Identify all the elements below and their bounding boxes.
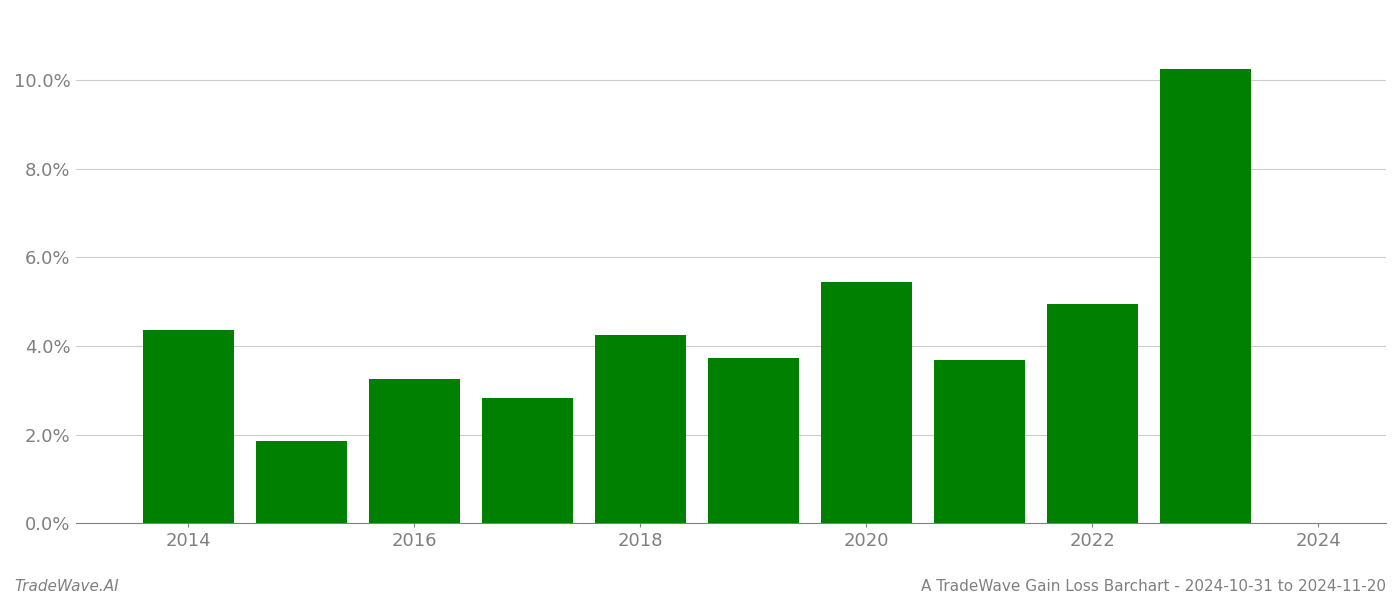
Bar	[1047, 304, 1138, 523]
Text: TradeWave.AI: TradeWave.AI	[14, 579, 119, 594]
Bar	[482, 398, 573, 523]
Bar	[595, 335, 686, 523]
Bar	[370, 379, 459, 523]
Text: A TradeWave Gain Loss Barchart - 2024-10-31 to 2024-11-20: A TradeWave Gain Loss Barchart - 2024-10…	[921, 579, 1386, 594]
Bar	[143, 331, 234, 523]
Bar	[708, 358, 798, 523]
Bar	[822, 282, 911, 523]
Bar	[1161, 69, 1250, 523]
Bar	[934, 360, 1025, 523]
Bar	[256, 441, 347, 523]
